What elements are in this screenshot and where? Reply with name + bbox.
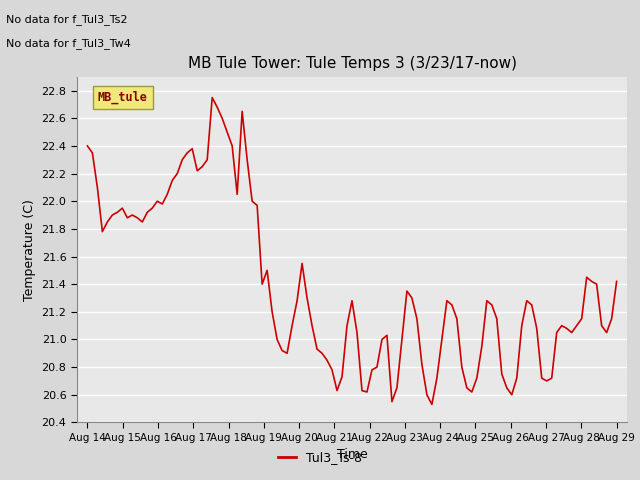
- Y-axis label: Temperature (C): Temperature (C): [23, 199, 36, 300]
- X-axis label: Time: Time: [337, 448, 367, 461]
- Text: No data for f_Tul3_Ts2: No data for f_Tul3_Ts2: [6, 14, 128, 25]
- Title: MB Tule Tower: Tule Temps 3 (3/23/17-now): MB Tule Tower: Tule Temps 3 (3/23/17-now…: [188, 57, 516, 72]
- Text: No data for f_Tul3_Tw4: No data for f_Tul3_Tw4: [6, 38, 131, 49]
- Legend: Tul3_Ts-8: Tul3_Ts-8: [273, 446, 367, 469]
- Text: MB_tule: MB_tule: [98, 91, 148, 104]
